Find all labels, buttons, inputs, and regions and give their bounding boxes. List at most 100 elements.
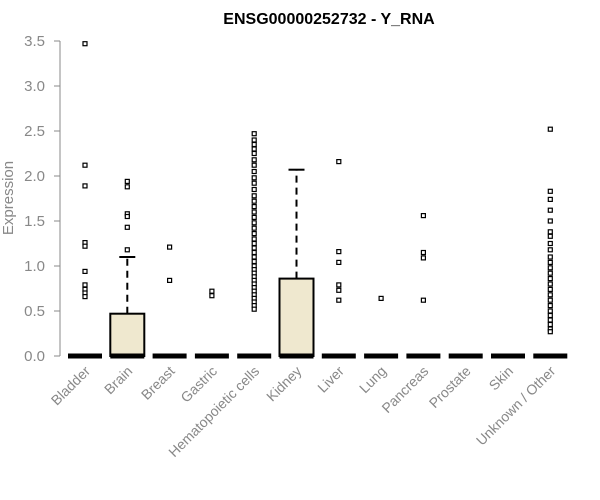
outlier-point [547,312,553,319]
outlier-point [251,168,257,175]
x-tick-label: Breast [138,363,178,403]
outlier-point [547,292,553,298]
outlier-point [547,321,553,328]
outlier-point [251,306,257,312]
outlier-point [547,247,553,253]
outlier-point [251,193,257,199]
outlier-point [251,137,257,143]
outlier-point [420,255,426,261]
x-tick-label: Unknown / Other [473,363,559,449]
x-tick-label: Lung [356,363,389,396]
y-tick-label: 1.0 [24,258,45,275]
outlier-point [251,240,257,247]
box-bladder [68,41,102,359]
x-tick-label: Liver [314,363,347,396]
outlier-point [251,258,257,265]
outlier-point [251,175,257,181]
x-tick-label: Pancreas [378,363,431,416]
outlier-point [251,157,257,163]
box-rect [278,277,315,358]
outlier-point [251,146,257,152]
outlier-point [82,268,88,274]
chart-title: ENSG00000252732 - Y_RNA [223,11,435,28]
outlier-point [336,287,342,293]
box-lung [364,295,399,359]
outlier-point [251,254,257,260]
outlier-point [547,229,553,235]
box-gastric [194,288,229,359]
outlier-point [251,231,257,237]
outlier-point [547,207,553,213]
outlier-point [547,196,553,202]
outlier-point [378,295,384,301]
box-liver [321,159,356,359]
outlier-point [547,317,553,323]
outlier-point [251,245,257,251]
outlier-point [251,220,257,226]
x-tick-label: Kidney [263,363,305,405]
outlier-point [209,293,215,299]
outlier-point [251,131,257,137]
x-tick-label: Prostate [426,363,474,411]
outlier-point [82,294,88,300]
outlier-point [124,213,130,220]
outlier-point [124,178,130,184]
box-hematopoietic-cells [237,131,272,359]
outlier-point [547,281,553,287]
outlier-point [547,233,553,239]
box-rect [109,312,146,358]
y-tick-label: 2.5 [24,123,45,140]
box-pancreas [406,213,441,359]
outlier-point [420,249,426,256]
outlier-point [251,209,257,215]
outlier-point [82,41,88,47]
y-tick-label: 3.5 [24,33,45,50]
outlier-point [251,214,257,220]
x-tick-label: Brain [101,363,135,397]
outlier-point [251,236,257,242]
outlier-point [251,180,257,186]
y-axis: 0.0 0.5 1.0 1.5 2.0 2.5 3.0 3.5 [24,33,61,365]
outlier-point [547,218,553,224]
outlier-point [82,162,88,168]
y-tick-label: 3.0 [24,78,45,95]
outlier-point [82,243,88,249]
x-tick-label: Skin [486,363,517,394]
outlier-point [336,159,342,165]
outlier-point [82,183,88,189]
outlier-point [547,188,553,194]
y-axis-label: Expression [0,161,17,235]
outlier-point [251,186,257,193]
outlier-point [251,225,257,231]
outlier-point [547,254,553,260]
outlier-point [167,244,173,250]
outlier-point [336,282,342,288]
outlier-point [547,297,553,303]
outlier-point [420,297,426,303]
x-tick-label: Bladder [48,363,94,409]
outlier-point [547,286,553,292]
outlier-point [420,213,426,219]
outlier-point [547,303,553,309]
outlier-point [251,150,257,157]
box-brain [109,178,146,359]
outlier-point [547,270,553,276]
box-breast [152,244,187,359]
outlier-point [547,276,553,282]
box-kidney [278,168,315,359]
outlier-point [251,198,257,204]
outlier-point [251,249,257,256]
plot-area [68,41,568,359]
y-tick-label: 0.0 [24,348,45,365]
outlier-point [336,297,342,303]
outlier-point [251,141,257,148]
outlier-point [251,204,257,210]
y-tick-label: 0.5 [24,303,45,320]
outlier-point [124,224,130,230]
y-tick-label: 2.0 [24,168,45,185]
outlier-point [336,249,342,255]
outlier-point [82,282,88,288]
outlier-point [547,240,553,247]
